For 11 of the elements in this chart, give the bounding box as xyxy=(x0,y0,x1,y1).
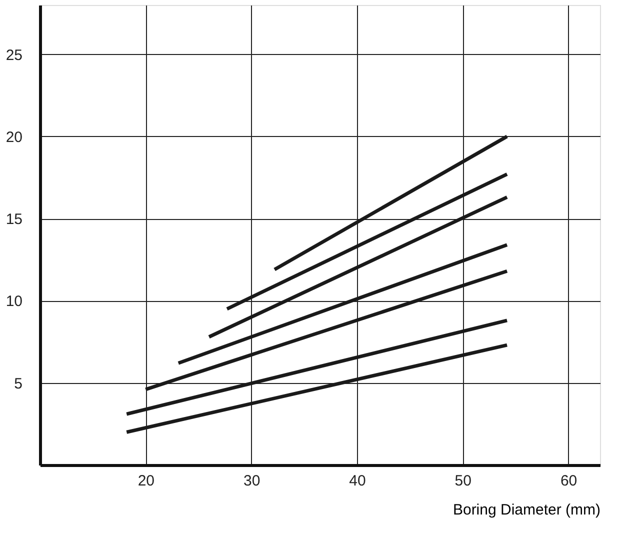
x-tick-label: 40 xyxy=(349,472,366,490)
x-tick-label: 60 xyxy=(560,472,578,490)
y-tick-label: 25 xyxy=(6,46,22,64)
y-tick-label: 15 xyxy=(6,211,22,228)
x-tick-label: 50 xyxy=(454,472,472,490)
y-tick-label: 20 xyxy=(6,128,22,146)
y-tick-label: 5 xyxy=(14,375,22,392)
x-axis-title: Boring Diameter (mm) xyxy=(452,502,600,518)
x-tick-label: 20 xyxy=(138,472,155,490)
y-tick-label: 10 xyxy=(6,293,22,310)
x-tick-label: 30 xyxy=(243,472,260,490)
